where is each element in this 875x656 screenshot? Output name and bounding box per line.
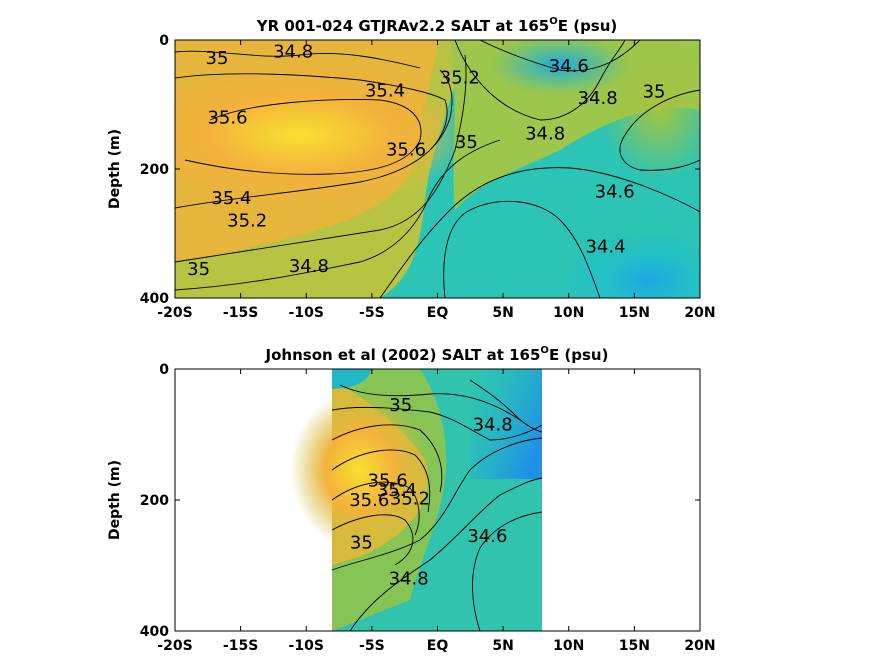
top-y-tick-label: 0 [159,33,169,49]
panel-bottom-title: Johnson et al (2002) SALT at 165OE (psu) [265,345,609,364]
bottom-contour-label: 35.6 [349,490,389,511]
panel-top-contours [175,40,700,298]
bottom-y-tick-label: 400 [140,624,169,640]
panel-bottom-axes: -20S -15S -10S -5S EQ 5N 10N 15N 20N 0 200 400 [140,362,716,654]
bottom-contour-label: 35 [350,533,373,554]
top-contour-label: 34.8 [525,124,565,145]
top-contour-label: 35.2 [440,67,480,88]
bottom-contour-label: 34.8 [473,415,513,436]
top-x-tick-label: 15N [619,305,650,321]
top-contour-label: 35 [187,259,210,280]
panel-top-axes: -20S -15S -10S -5S EQ 5N 10N 15N 20N 0 200 400 [140,33,716,321]
top-x-tick-label: -15S [223,305,258,321]
bottom-contour-label: 34.6 [467,526,507,547]
top-contour-label: 34.8 [578,88,618,109]
top-contour-label: 35 [643,82,666,103]
panel-bottom-ylabel: Depth (m) [107,460,123,540]
top-contour-label: 35 [455,132,478,153]
bottom-contour-label: 35.6 [368,470,408,491]
top-contour-label: 35.6 [386,140,426,161]
bottom-contour-label: 34.8 [389,569,429,590]
top-contour-label: 34.6 [595,182,635,203]
bottom-y-tick-label: 200 [140,493,169,509]
panel-bottom: Johnson et al (2002) SALT at 165OE (psu) [107,345,716,654]
bottom-x-tick-label: -20S [157,638,192,654]
top-contour-label: 34.6 [549,56,589,77]
bottom-x-tick-label: -10S [289,638,324,654]
top-contour-label: 35.6 [207,107,247,128]
panel-top-ylabel: Depth (m) [107,129,123,209]
bottom-contour-label: 35.4 [377,480,417,501]
top-x-tick-label: 10N [553,305,584,321]
top-x-tick-label: -5S [359,305,385,321]
top-x-tick-label: -10S [289,305,324,321]
panel-bottom-contour-labels: 35 34.8 35.635.435.235.6 34.6 35 34.8 [349,395,512,590]
top-contour-label: 35.4 [211,188,251,209]
top-contour-label: 34.8 [273,42,313,63]
top-y-tick-label: 400 [140,291,169,307]
top-contour-label: 34.4 [585,236,625,257]
panel-top: YR 001-024 GTJRAv2.2 SALT at 165OE (psu) [107,16,716,321]
top-x-tick-label: 5N [492,305,513,321]
bottom-x-tick-label: 20N [684,638,715,654]
top-x-tick-label: -20S [157,305,192,321]
top-contour-label: 35.2 [227,211,267,232]
top-contour-label: 34.8 [289,256,329,277]
bottom-contour-label: 35.2 [390,489,430,510]
top-contour-label: 35.4 [365,80,405,101]
bottom-contour-label: 35 [389,395,412,416]
bottom-x-tick-label: 5N [492,638,513,654]
top-y-tick-label: 200 [140,162,169,178]
panel-top-title: YR 001-024 GTJRAv2.2 SALT at 165OE (psu) [256,16,618,35]
top-contour-label: 35 [206,48,229,69]
bottom-x-tick-label: -5S [359,638,385,654]
bottom-x-tick-label: -15S [223,638,258,654]
top-x-tick-label: EQ [427,305,449,321]
bottom-x-tick-label: 10N [553,638,584,654]
bottom-x-tick-label: 15N [619,638,650,654]
top-x-tick-label: 20N [684,305,715,321]
bottom-x-tick-label: EQ [427,638,449,654]
panel-bottom-field [290,369,543,631]
panel-top-field [175,40,700,298]
bottom-y-tick-label: 0 [159,362,169,378]
panel-bottom-contours [331,379,543,631]
